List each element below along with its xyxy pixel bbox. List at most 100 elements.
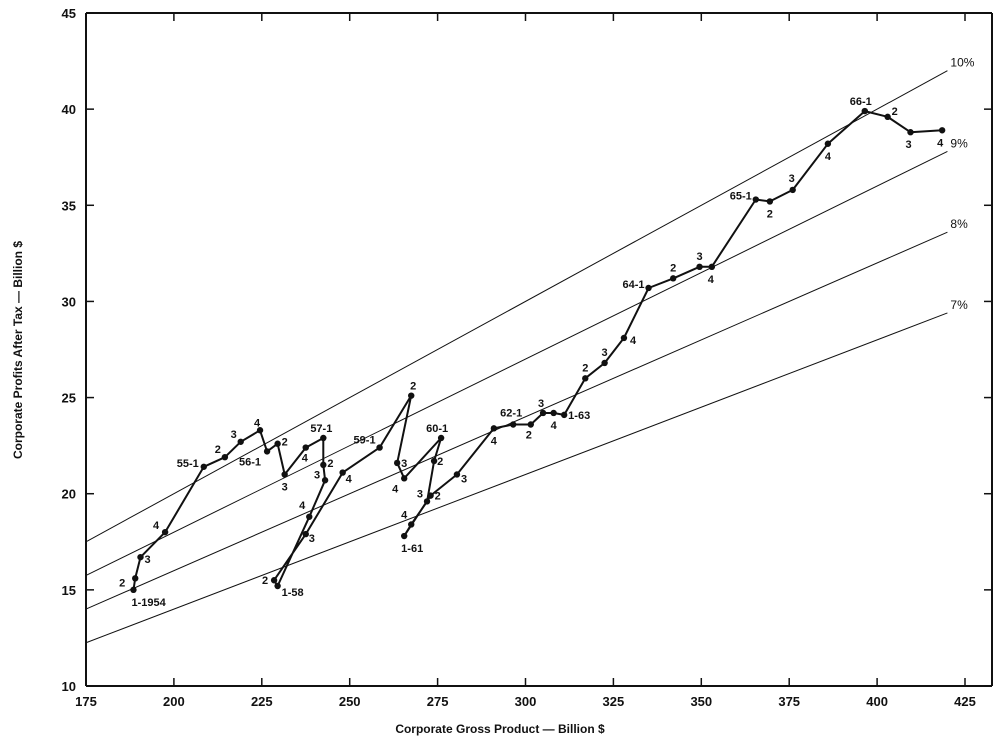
- data-point-label: 3: [789, 173, 795, 185]
- data-point: [281, 471, 288, 478]
- data-point: [263, 448, 271, 455]
- data-point: [789, 186, 796, 194]
- data-point: [550, 409, 557, 417]
- data-point-label: 57-1: [310, 423, 332, 435]
- data-point: [221, 453, 229, 461]
- data-point: [645, 284, 652, 292]
- data-point: [320, 461, 327, 469]
- reference-line: [85, 312, 948, 644]
- y-tick-label: 15: [62, 583, 76, 598]
- y-tick-label: 20: [62, 487, 76, 502]
- data-point: [320, 434, 327, 442]
- data-point-label: 4: [491, 435, 498, 447]
- x-tick-label: 175: [75, 694, 97, 709]
- data-point-label: 3: [417, 488, 423, 500]
- data-point-label: 2: [327, 458, 333, 470]
- data-point-label: 2: [410, 381, 416, 393]
- x-tick-label: 275: [427, 694, 449, 709]
- data-point-label: 1-1954: [131, 597, 166, 609]
- y-tick-label: 40: [62, 102, 76, 117]
- data-point: [560, 411, 568, 419]
- data-point: [400, 532, 408, 540]
- data-point-label: 2: [892, 106, 898, 118]
- data-point-label: 3: [309, 533, 315, 545]
- data-point-label: 2: [582, 362, 588, 374]
- data-point: [539, 409, 547, 417]
- reference-lines: 10% 9% 8% 7%: [85, 56, 975, 644]
- x-tick-label: 200: [163, 694, 185, 709]
- x-ticks: 175 200 225 250 275 300 325 350 375 400 425: [75, 13, 976, 709]
- data-point: [274, 582, 281, 590]
- data-point-label: 2: [437, 456, 443, 468]
- data-point: [884, 113, 891, 121]
- data-point-label: 2: [670, 262, 676, 274]
- data-point: [601, 359, 608, 367]
- reference-line: [85, 231, 948, 610]
- data-point-label: 1-61: [401, 543, 423, 555]
- data-point-label: 3: [282, 481, 288, 493]
- series-line: [132, 110, 943, 591]
- data-point: [509, 421, 517, 428]
- data-point: [130, 586, 137, 594]
- data-point-label: 3: [231, 429, 237, 441]
- data-point-label: 4: [153, 520, 160, 532]
- x-axis-title: Corporate Gross Product — Billion $: [395, 722, 605, 736]
- data-point-label: 4: [937, 137, 944, 149]
- x-tick-label: 375: [778, 694, 800, 709]
- data-point-label: 3: [905, 139, 911, 151]
- data-point-label: 2: [767, 208, 773, 220]
- x-tick-label: 300: [515, 694, 537, 709]
- data-point: [393, 459, 401, 467]
- data-point: [302, 530, 309, 538]
- data-point: [696, 263, 703, 271]
- data-point: [408, 521, 415, 528]
- data-point-label: 4: [392, 483, 399, 495]
- data-point: [306, 513, 313, 520]
- data-point-label: 4: [254, 417, 261, 429]
- data-point-label: 3: [538, 398, 544, 410]
- data-point: [237, 438, 244, 445]
- data-point-label: 1-63: [568, 410, 590, 422]
- data-point-label: 64-1: [623, 279, 645, 291]
- data-point-label: 3: [314, 469, 320, 481]
- data-point: [339, 469, 346, 476]
- data-point: [274, 440, 281, 447]
- data-point-label: 4: [825, 151, 832, 163]
- data-point: [620, 334, 628, 342]
- data-point: [270, 577, 278, 584]
- data-point-label: 3: [696, 251, 702, 263]
- data-point: [423, 498, 431, 505]
- data-point-label: 66-1: [850, 96, 872, 108]
- data-point-label: 2: [435, 491, 441, 503]
- data-point-label: 2: [282, 437, 288, 449]
- data-point: [256, 427, 264, 434]
- data-point-label: 4: [551, 420, 558, 432]
- data-point: [907, 129, 914, 136]
- y-ticks: 10 15 20 25 30 35 40 45: [62, 6, 992, 694]
- data-point: [824, 140, 832, 147]
- y-tick-label: 10: [62, 679, 76, 694]
- y-tick-label: 45: [62, 6, 76, 21]
- data-point: [582, 375, 589, 382]
- x-tick-label: 400: [866, 694, 888, 709]
- data-point: [400, 475, 408, 482]
- data-point-label: 4: [299, 500, 306, 512]
- data-point-label: 3: [401, 458, 407, 470]
- reference-line-label: 9%: [950, 136, 968, 150]
- data-point: [669, 275, 677, 282]
- reference-line: [85, 150, 948, 576]
- data-point-label: 4: [302, 453, 309, 465]
- y-tick-label: 35: [62, 198, 76, 213]
- data-point-label: 3: [602, 347, 608, 359]
- data-point: [752, 196, 759, 203]
- data-point: [938, 127, 946, 134]
- data-point: [132, 575, 139, 582]
- data-point-label: 2: [119, 577, 125, 589]
- reference-line-label: 10%: [950, 56, 974, 70]
- reference-line-label: 7%: [950, 298, 968, 312]
- data-point: [861, 107, 868, 115]
- x-tick-label: 325: [603, 694, 625, 709]
- data-point-label: 2: [526, 429, 532, 441]
- data-point-label: 60-1: [426, 423, 448, 435]
